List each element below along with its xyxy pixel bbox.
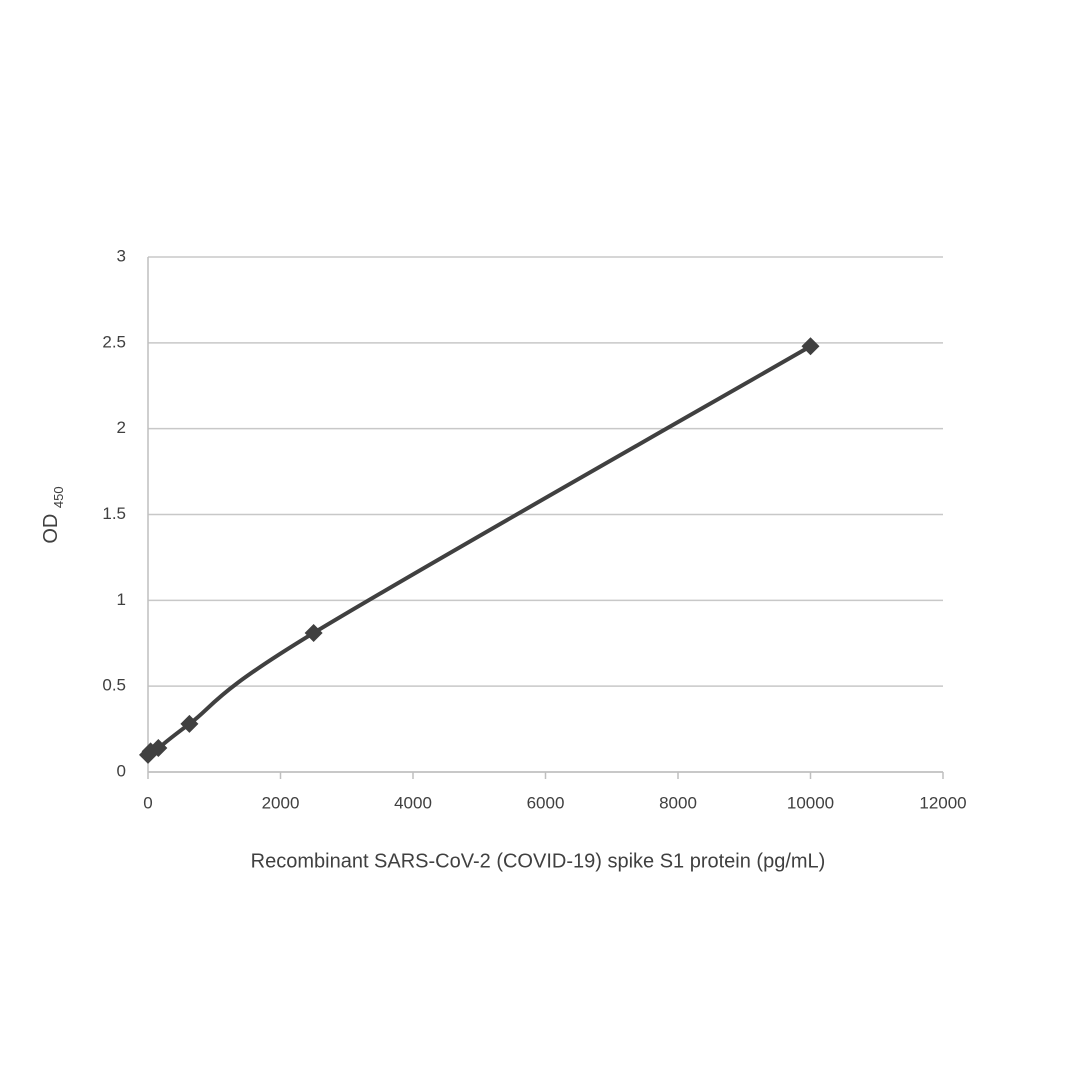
x-tick-label: 0 [143,793,152,812]
x-tick-label: 2000 [262,793,300,812]
x-tick-label: 12000 [919,793,966,812]
y-axis-label: OD 450 [40,486,66,543]
x-axis-label: Recombinant SARS-CoV-2 (COVID-19) spike … [251,850,826,872]
y-tick-label: 0.5 [102,676,126,695]
x-tick-label: 6000 [527,793,565,812]
data-point [149,738,168,757]
y-tick-label: 2.5 [102,332,126,351]
x-tick-label: 10000 [787,793,834,812]
y-axis-label-subscript: 450 [51,486,66,508]
y-tick-label: 1.5 [102,504,126,523]
y-tick-label: 2 [117,418,126,437]
y-tick-label: 0 [117,761,126,780]
y-axis-label-main: OD [40,514,62,544]
data-point [801,337,820,356]
y-tick-label: 3 [117,246,126,265]
data-point [180,714,199,733]
data-point [304,623,323,642]
x-tick-label: 8000 [659,793,697,812]
y-tick-label: 1 [117,590,126,609]
x-tick-label: 4000 [394,793,432,812]
